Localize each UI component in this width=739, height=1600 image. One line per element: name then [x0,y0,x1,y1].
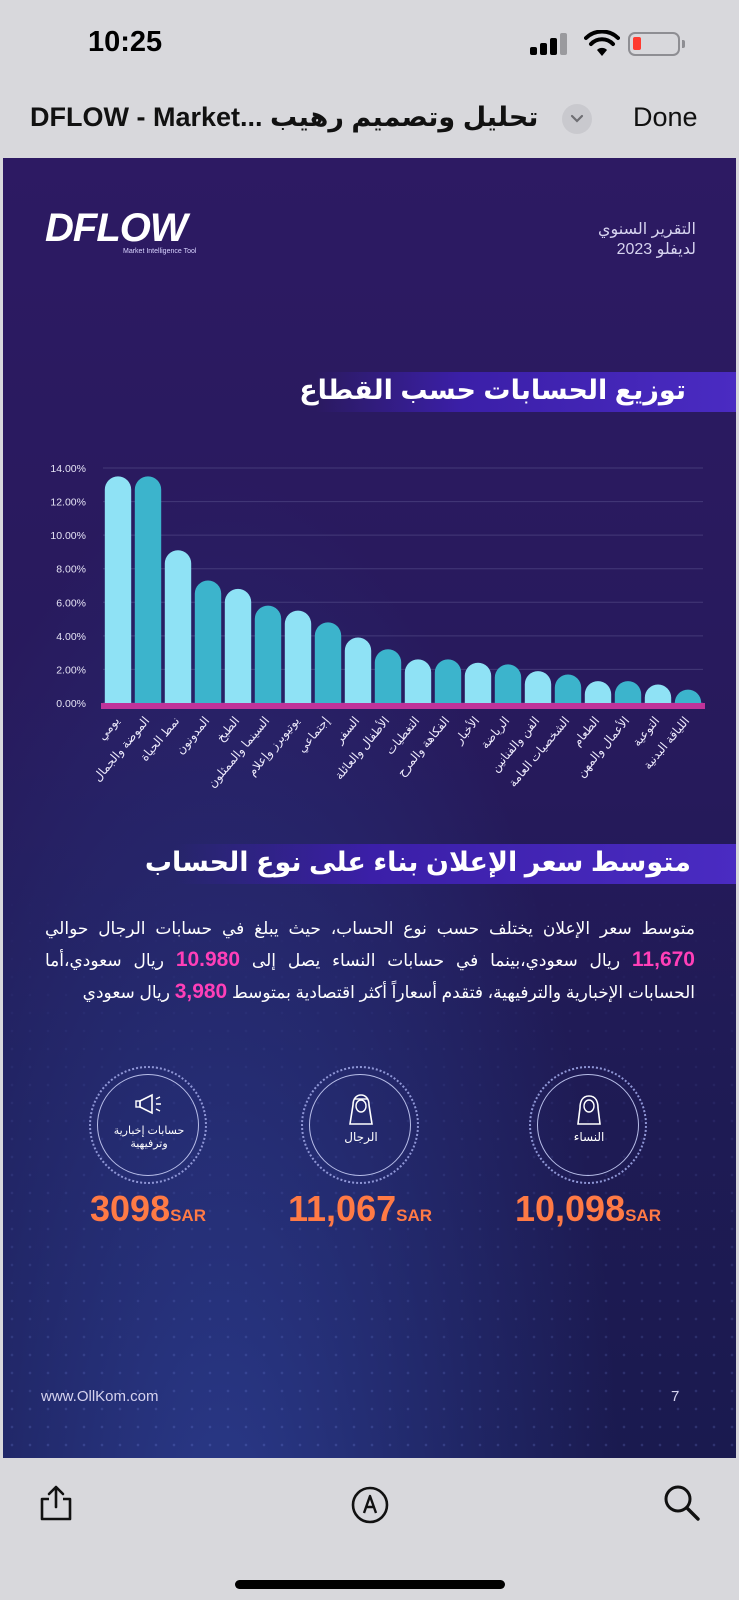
women-badge: النساء [529,1066,647,1184]
search-icon[interactable] [662,1483,702,1523]
y-tick-label: 10.00% [50,530,86,542]
bottom-toolbar [0,1458,739,1600]
men-price-highlight: 11,670 [631,948,695,971]
markup-icon[interactable] [350,1485,390,1525]
bar [404,659,432,703]
bar [344,637,372,703]
news-price: 3098SAR [90,1188,206,1229]
news-badge: حسابات إخبارية وترفيهية [89,1066,207,1184]
sector-bar-chart: 0.00% 2.00% 4.00% 6.00% 8.00% 10.00% 12.00% 14.… [23,448,723,828]
y-tick-label: 4.00% [56,631,86,643]
bar [674,689,702,703]
bar [194,580,222,703]
bar [644,684,672,703]
section-banner-sectors: توزيع الحسابات حسب القطاع [299,372,736,412]
done-button[interactable]: Done [633,102,698,132]
bar [224,588,252,703]
y-tick-label: 0.00% [56,698,86,710]
y-tick-label: 6.00% [56,597,86,609]
bar [134,476,162,703]
home-indicator [235,1580,505,1589]
news-price-highlight: 3,980 [174,980,228,1003]
section-banner-prices: متوسط سعر الإعلان بناء على نوع الحساب [145,844,736,884]
bar [464,662,492,703]
bar [554,674,582,703]
price-paragraph: متوسط سعر الإعلان يختلف حسب نوع الحساب، … [45,919,695,1003]
nav-bar: DFLOW - Market... تحليل وتصميم رهيب Done [0,90,739,158]
women-price-highlight: 10.980 [175,948,241,971]
y-tick-label: 12.00% [50,497,86,509]
bar [374,649,402,703]
y-tick-label: 8.00% [56,564,86,576]
x-tick-label: الطبخ [213,714,242,745]
dflow-logo: DFLOW Market Intelligence Tool [45,206,197,255]
page-number: 7 [671,1388,680,1405]
section-title: متوسط سعر الإعلان بناء على نوع الحساب [144,847,691,877]
bar [524,671,552,703]
bar [434,659,462,703]
man-icon [349,1094,373,1125]
bar [614,681,642,703]
battery-icon [628,32,685,56]
y-tick-label: 14.00% [50,463,86,475]
bar [104,476,132,703]
clock: 10:25 [88,26,163,58]
men-badge: الرجال [301,1066,419,1184]
bar [284,610,312,703]
bar [254,605,282,703]
report-label: التقرير السنوي لديفلو 2023 [597,221,696,258]
document-page: DFLOW Market Intelligence Tool التقرير ا… [3,158,736,1458]
x-tick-label: يومي [95,714,123,744]
bar [584,681,612,703]
bar [314,622,342,703]
wifi-icon [584,30,620,56]
y-tick-label: 2.00% [56,664,86,676]
footer-url: www.OllKom.com [41,1388,159,1405]
status-bar: 10:25 [0,0,739,90]
men-price: 11,067SAR [287,1188,433,1229]
megaphone-icon [135,1093,161,1115]
x-tick-label: إجتماعي [294,714,332,755]
bar [494,664,522,703]
cellular-signal-icon [530,33,570,55]
chevron-down-icon[interactable] [562,104,592,134]
chart-svg: 0.00% 2.00% 4.00% 6.00% 8.00% 10.00% 12.00% 14.… [50,463,705,791]
woman-icon [577,1095,601,1125]
section-title: توزيع الحسابات حسب القطاع [299,375,686,405]
women-price: 10,098SAR [514,1188,661,1229]
share-icon[interactable] [36,1483,76,1523]
bar [164,550,192,703]
document-title[interactable]: DFLOW - Market... تحليل وتصميم رهيب [30,102,539,132]
